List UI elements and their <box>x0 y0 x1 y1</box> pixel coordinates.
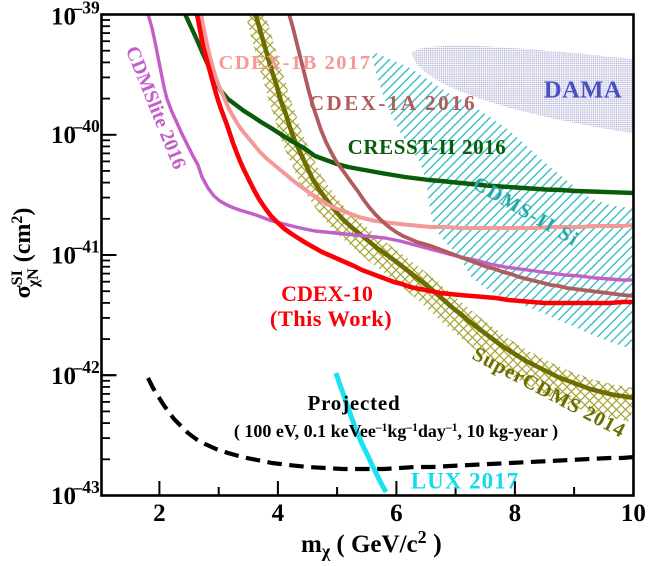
svg-text:10: 10 <box>51 483 76 510</box>
svg-text:CDEX-1A 2016: CDEX-1A 2016 <box>309 91 477 115</box>
svg-text:–39: –39 <box>73 0 101 18</box>
svg-text:10: 10 <box>51 363 76 390</box>
svg-text:6: 6 <box>390 500 403 527</box>
svg-text:10: 10 <box>51 4 76 31</box>
svg-text:10: 10 <box>621 500 646 527</box>
svg-text:8: 8 <box>509 500 522 527</box>
svg-text:2: 2 <box>153 500 166 527</box>
svg-text:Projected: Projected <box>307 391 400 415</box>
svg-text:–40: –40 <box>73 116 101 136</box>
svg-text:–41: –41 <box>73 237 100 257</box>
svg-text:DAMA: DAMA <box>544 77 622 104</box>
svg-text:10: 10 <box>51 243 76 270</box>
svg-text:4: 4 <box>272 500 285 527</box>
svg-text:LUX 2017: LUX 2017 <box>411 469 519 494</box>
svg-text:–43: –43 <box>73 477 101 497</box>
svg-text:CDEX-1B 2017: CDEX-1B 2017 <box>219 52 372 74</box>
svg-text:10: 10 <box>51 122 76 149</box>
svg-text:(This Work): (This Work) <box>270 306 392 331</box>
svg-text:( 100 eV, 0.1 keVee–1kg–1day–1: ( 100 eV, 0.1 keVee–1kg–1day–1, 10 kg-ye… <box>234 421 558 442</box>
svg-text:–42: –42 <box>73 357 100 377</box>
svg-text:CRESST-II 2016: CRESST-II 2016 <box>348 135 507 159</box>
svg-text:CDEX-10: CDEX-10 <box>281 281 373 306</box>
